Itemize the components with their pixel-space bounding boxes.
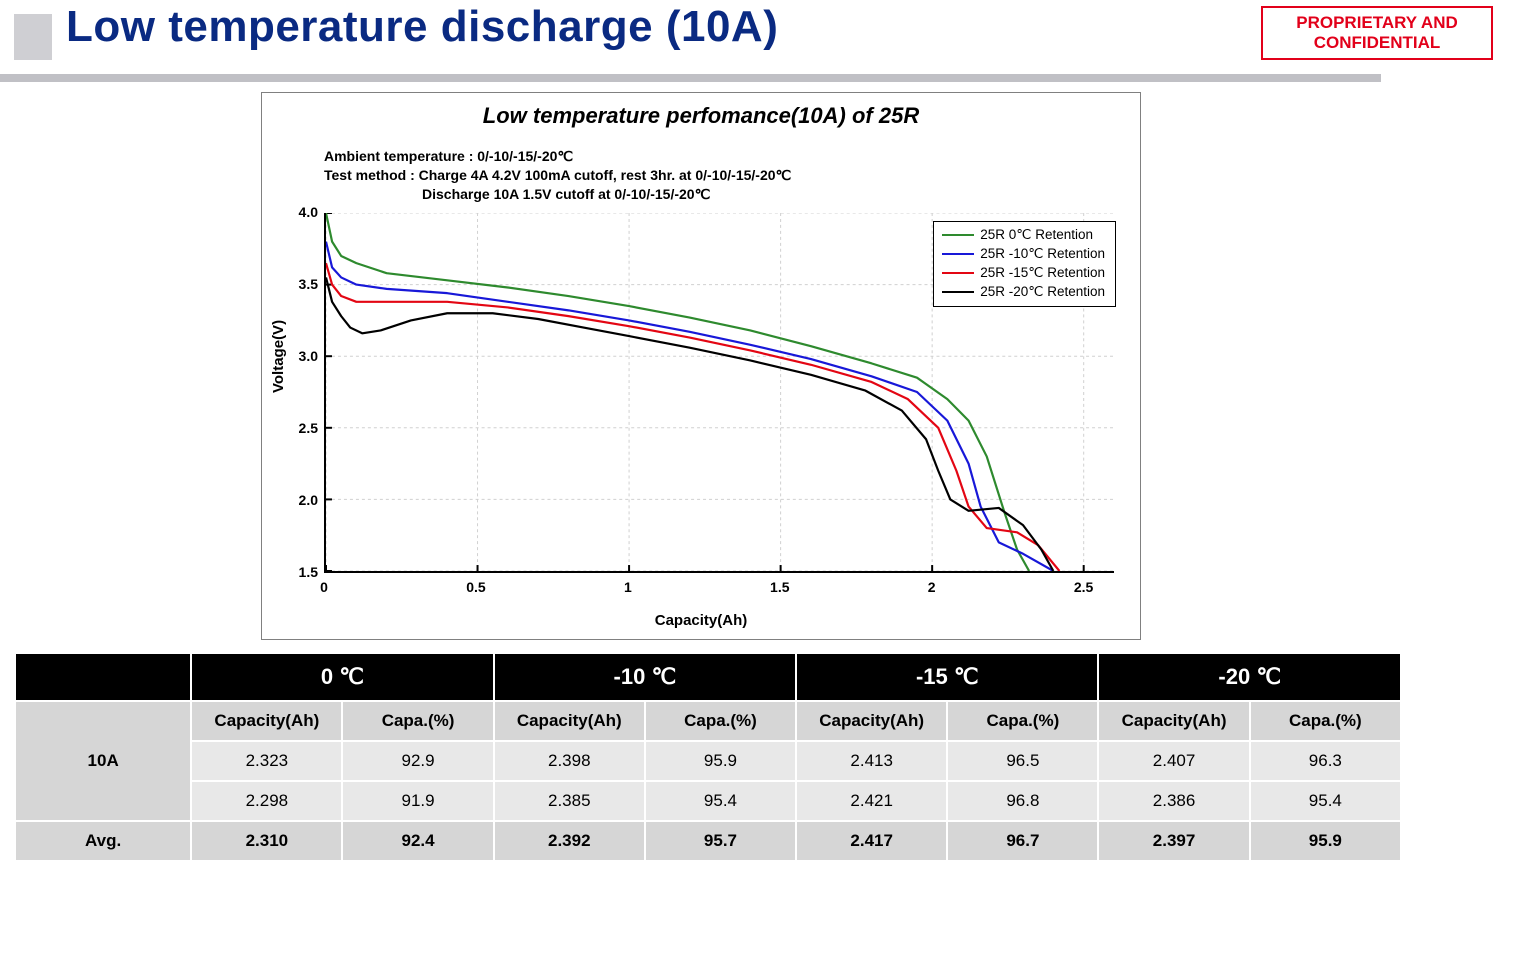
header-rule: [0, 74, 1381, 82]
legend-swatch: [942, 234, 974, 236]
table-cell: 2.386: [1098, 781, 1249, 821]
table-subheader: Capacity(Ah): [796, 701, 947, 741]
legend-label: 25R -15℃ Retention: [980, 264, 1105, 283]
ytick-label: 4.0: [278, 204, 318, 220]
chart-note-3: Discharge 10A 1.5V cutoff at 0/-10/-15/-…: [324, 185, 791, 204]
table-cell: 2.310: [191, 821, 342, 861]
table-cell: 95.7: [645, 821, 796, 861]
table-avg-label: Avg.: [15, 821, 191, 861]
table-cell: 91.9: [342, 781, 493, 821]
legend-item: 25R -10℃ Retention: [942, 245, 1105, 264]
table-cell: 2.421: [796, 781, 947, 821]
table-cell: 2.417: [796, 821, 947, 861]
table-cell: 96.7: [947, 821, 1098, 861]
ytick-label: 2.0: [278, 492, 318, 508]
table-subheader: Capa.(%): [947, 701, 1098, 741]
table-cell: 96.3: [1250, 741, 1401, 781]
legend-label: 25R -10℃ Retention: [980, 245, 1105, 264]
table-cell: 95.4: [1250, 781, 1401, 821]
header-accent-bar: [14, 14, 52, 60]
legend-swatch: [942, 272, 974, 274]
table-temp-header: -10 ℃: [494, 653, 796, 701]
table-cell: 92.9: [342, 741, 493, 781]
chart-note-1: Ambient temperature : 0/-10/-15/-20℃: [324, 147, 791, 166]
table-cell: 2.298: [191, 781, 342, 821]
table-temp-header: 0 ℃: [191, 653, 493, 701]
ytick-label: 3.0: [278, 348, 318, 364]
table-subheader-row: 10ACapacity(Ah)Capa.(%)Capacity(Ah)Capa.…: [15, 701, 1401, 741]
table-cell: 92.4: [342, 821, 493, 861]
confidential-stamp: PROPRIETARY AND CONFIDENTIAL: [1261, 6, 1493, 60]
results-table: 0 ℃-10 ℃-15 ℃-20 ℃10ACapacity(Ah)Capa.(%…: [14, 652, 1402, 862]
table-subheader: Capacity(Ah): [191, 701, 342, 741]
table-cell: 2.385: [494, 781, 645, 821]
table-cell: 2.392: [494, 821, 645, 861]
xtick-label: 2.5: [1064, 579, 1104, 595]
legend: 25R 0℃ Retention 25R -10℃ Retention 25R …: [933, 221, 1116, 307]
table-cell: 95.4: [645, 781, 796, 821]
table-subheader: Capa.(%): [645, 701, 796, 741]
legend-label: 25R 0℃ Retention: [980, 226, 1093, 245]
xtick-label: 1.5: [760, 579, 800, 595]
table-row: 2.32392.92.39895.92.41396.52.40796.3: [15, 741, 1401, 781]
table-cell: 2.413: [796, 741, 947, 781]
chart-title: Low temperature perfomance(10A) of 25R: [262, 103, 1140, 129]
chart-container: Low temperature perfomance(10A) of 25R A…: [261, 92, 1141, 640]
page-root: Low temperature discharge (10A) PROPRIET…: [0, 0, 1539, 963]
xtick-label: 1: [608, 579, 648, 595]
xtick-label: 2: [912, 579, 952, 595]
table-cell: 95.9: [645, 741, 796, 781]
legend-item: 25R -20℃ Retention: [942, 283, 1105, 302]
page-title: Low temperature discharge (10A): [66, 2, 778, 52]
table-temp-header: -20 ℃: [1098, 653, 1401, 701]
table-header-row: 0 ℃-10 ℃-15 ℃-20 ℃: [15, 653, 1401, 701]
table-corner: [15, 653, 191, 701]
ytick-label: 3.5: [278, 276, 318, 292]
table-cell: 96.8: [947, 781, 1098, 821]
confidential-text: PROPRIETARY AND CONFIDENTIAL: [1263, 13, 1491, 52]
legend-label: 25R -20℃ Retention: [980, 283, 1105, 302]
table-temp-header: -15 ℃: [796, 653, 1098, 701]
table-row: 2.29891.92.38595.42.42196.82.38695.4: [15, 781, 1401, 821]
legend-item: 25R 0℃ Retention: [942, 226, 1105, 245]
table-cell: 2.398: [494, 741, 645, 781]
table-avg-row: Avg.2.31092.42.39295.72.41796.72.39795.9: [15, 821, 1401, 861]
chart-note-2: Test method : Charge 4A 4.2V 100mA cutof…: [324, 166, 791, 185]
table-subheader: Capacity(Ah): [494, 701, 645, 741]
x-axis-label: Capacity(Ah): [262, 612, 1140, 629]
ytick-label: 2.5: [278, 420, 318, 436]
table-subheader: Capa.(%): [342, 701, 493, 741]
chart-notes: Ambient temperature : 0/-10/-15/-20℃ Tes…: [324, 147, 791, 204]
legend-item: 25R -15℃ Retention: [942, 264, 1105, 283]
ytick-label: 1.5: [278, 564, 318, 580]
table-cell: 2.397: [1098, 821, 1249, 861]
legend-swatch: [942, 291, 974, 293]
legend-swatch: [942, 253, 974, 255]
table-subheader: Capacity(Ah): [1098, 701, 1249, 741]
table-cell: 96.5: [947, 741, 1098, 781]
table-row-label: 10A: [15, 701, 191, 821]
xtick-label: 0.5: [456, 579, 496, 595]
xtick-label: 0: [304, 579, 344, 595]
table-subheader: Capa.(%): [1250, 701, 1401, 741]
table-cell: 2.323: [191, 741, 342, 781]
table-cell: 2.407: [1098, 741, 1249, 781]
table-cell: 95.9: [1250, 821, 1401, 861]
